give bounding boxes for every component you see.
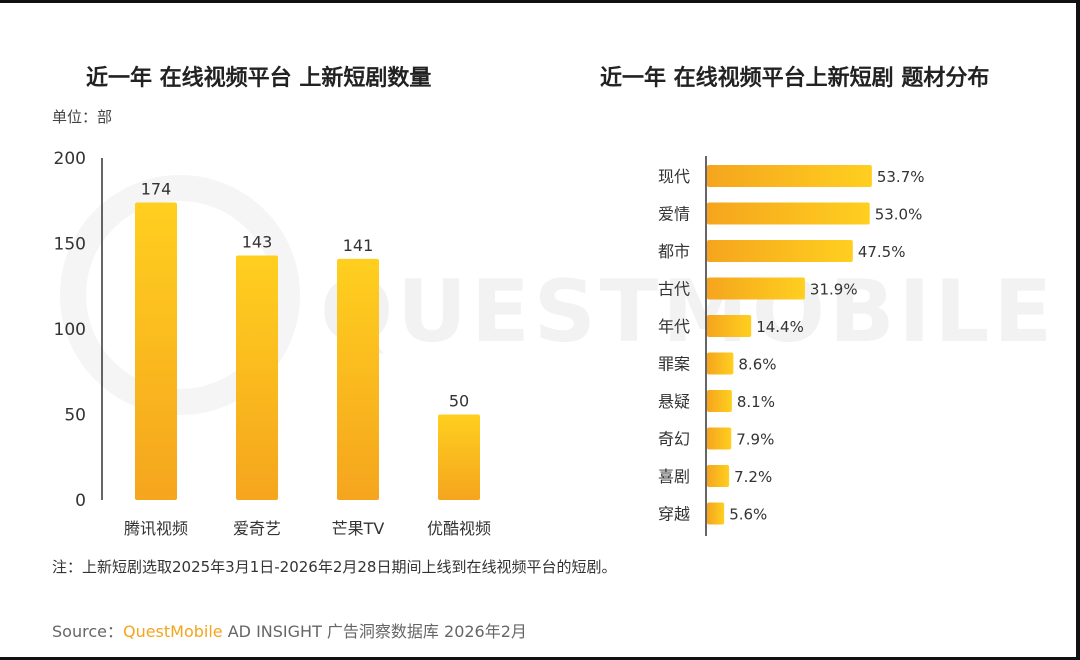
x-tick-label: 爱奇艺 xyxy=(233,519,281,538)
bar-value-label: 53.0% xyxy=(875,206,923,224)
bar xyxy=(707,240,853,262)
bar-value-label: 14.4% xyxy=(756,318,804,336)
source-line: Source：QuestMobile AD INSIGHT 广告洞察数据库 20… xyxy=(52,618,527,642)
bar-value-label: 7.9% xyxy=(736,431,774,449)
bar-value-label: 143 xyxy=(242,232,273,251)
category-label: 古代 xyxy=(658,280,690,299)
y-tick-label: 150 xyxy=(54,235,86,255)
bar xyxy=(707,465,730,487)
bar-value-label: 7.2% xyxy=(734,468,772,486)
category-label: 都市 xyxy=(658,242,690,261)
bar xyxy=(337,258,379,500)
right-border xyxy=(1076,0,1080,660)
bar-value-label: 47.5% xyxy=(858,243,906,261)
y-tick-label: 200 xyxy=(54,149,86,169)
bar-value-label: 174 xyxy=(141,179,172,198)
unit-label: 单位：部 xyxy=(52,108,113,126)
y-tick-label: 50 xyxy=(64,406,86,426)
y-tick-label: 0 xyxy=(75,491,86,511)
category-label: 现代 xyxy=(658,167,690,186)
source-brand: QuestMobile xyxy=(122,622,223,641)
category-label: 年代 xyxy=(658,317,690,336)
bottom-border xyxy=(0,657,1080,660)
bar-value-label: 5.6% xyxy=(729,506,767,524)
bar xyxy=(707,427,732,450)
x-tick-label: 优酷视频 xyxy=(427,519,491,538)
bar-value-label: 53.7% xyxy=(877,168,925,186)
bar xyxy=(707,352,734,375)
bar xyxy=(707,165,872,187)
bar xyxy=(707,315,752,337)
bar-value-label: 31.9% xyxy=(810,281,858,299)
bar xyxy=(707,390,732,412)
top-border xyxy=(0,0,1080,3)
category-label: 奇幻 xyxy=(658,430,690,449)
bar-value-label: 8.1% xyxy=(737,393,775,411)
category-label: 悬疑 xyxy=(658,392,690,411)
category-label: 穿越 xyxy=(658,505,690,524)
bar xyxy=(236,255,278,500)
x-tick-label: 腾讯视频 xyxy=(124,519,188,538)
right-bar-chart: 现代 53.7% 爱情 53.0% 都市 47.5% 古代 31.9% 年代 14.4% 罪案 8.6… xyxy=(658,156,925,536)
left-chart-title: 近一年 在线视频平台 上新短剧数量 xyxy=(86,66,432,91)
y-tick-label: 100 xyxy=(54,320,86,340)
x-tick-label: 芒果TV xyxy=(332,519,385,538)
source-prefix: Source： xyxy=(52,622,123,641)
category-label: 喜剧 xyxy=(658,467,690,486)
left-bar-chart: 0 50 100 150 200 174 腾讯视频 143 爱奇艺 141 芒果TV 50 优酷视频 xyxy=(54,149,491,538)
bar xyxy=(438,414,480,500)
category-label: 罪案 xyxy=(658,355,690,374)
source-rest: AD INSIGHT 广告洞察数据库 2026年2月 xyxy=(222,622,527,641)
bar-value-label: 50 xyxy=(449,392,469,411)
right-chart-title: 近一年 在线视频平台上新短剧 题材分布 xyxy=(600,66,990,91)
footnote: 注：上新短剧选取2025年3月1日-2026年2月28日期间上线到在线视频平台的… xyxy=(52,558,617,576)
bar xyxy=(707,277,805,300)
bar-value-label: 8.6% xyxy=(738,356,776,374)
bar xyxy=(135,202,177,500)
bar xyxy=(707,502,725,525)
category-label: 爱情 xyxy=(658,205,690,224)
watermark-text: QUESTMOBILE xyxy=(320,262,1057,362)
bar-value-label: 141 xyxy=(343,236,374,255)
bar xyxy=(707,202,870,225)
